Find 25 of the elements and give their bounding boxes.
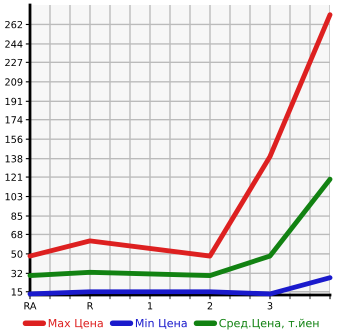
y-tick-label: 191 (6, 98, 22, 106)
y-tick-label: 209 (5, 78, 22, 86)
x-tick-label: 2 (208, 302, 212, 310)
y-tick-label: 103 (6, 193, 22, 200)
y-tick-label: 50 (11, 250, 22, 258)
y-tick-label: 32 (11, 270, 22, 278)
y-tick-label: 227 (5, 58, 22, 66)
x-tick-label: R (88, 302, 94, 310)
x-tick-label: 1 (148, 302, 152, 310)
x-tick-label: RA (24, 302, 36, 310)
line-series (28, 12, 332, 258)
y-tick-label: 15 (12, 288, 22, 296)
y-tick-label: 121 (6, 174, 22, 181)
legend-label: Сред.Цена, т.йен (219, 318, 319, 330)
legend-label: Min Цена (136, 318, 187, 329)
y-tick-label: 244 (5, 40, 23, 48)
legend-label: Max Цена (48, 319, 103, 329)
y-tick-label: 262 (5, 20, 22, 28)
y-tick-label: 174 (6, 116, 23, 124)
y-tick-label: 138 (6, 155, 22, 162)
x-tick-label: 3 (268, 302, 272, 310)
y-tick-label: 156 (6, 136, 22, 144)
y-tick-label: 85 (11, 212, 22, 220)
line-series (28, 176, 332, 278)
y-tick-label: 68 (11, 230, 22, 238)
